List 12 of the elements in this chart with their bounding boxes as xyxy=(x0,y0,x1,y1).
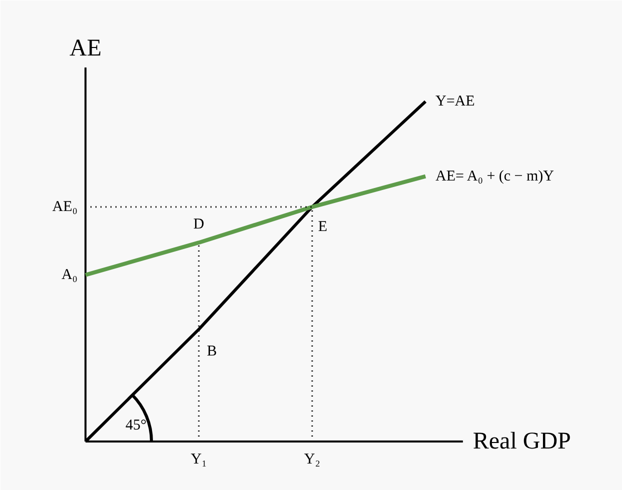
text: A₀ xyxy=(61,266,78,283)
annotation: B xyxy=(206,343,217,360)
annotation: D xyxy=(193,216,204,233)
series-label: Y=AE xyxy=(436,94,475,110)
x-tick-label: Y₁ xyxy=(190,452,207,468)
x-tick-label: Y₂ xyxy=(304,452,320,468)
series-label: AE= A₀ + (c − m)Y xyxy=(436,168,554,184)
annotation: 45° xyxy=(126,418,146,434)
annotation: E xyxy=(318,218,328,235)
ref-line-label: AE₀ xyxy=(52,198,78,215)
x-axis-title: Real GDP xyxy=(472,428,571,454)
y-axis-title: AE xyxy=(70,36,102,62)
